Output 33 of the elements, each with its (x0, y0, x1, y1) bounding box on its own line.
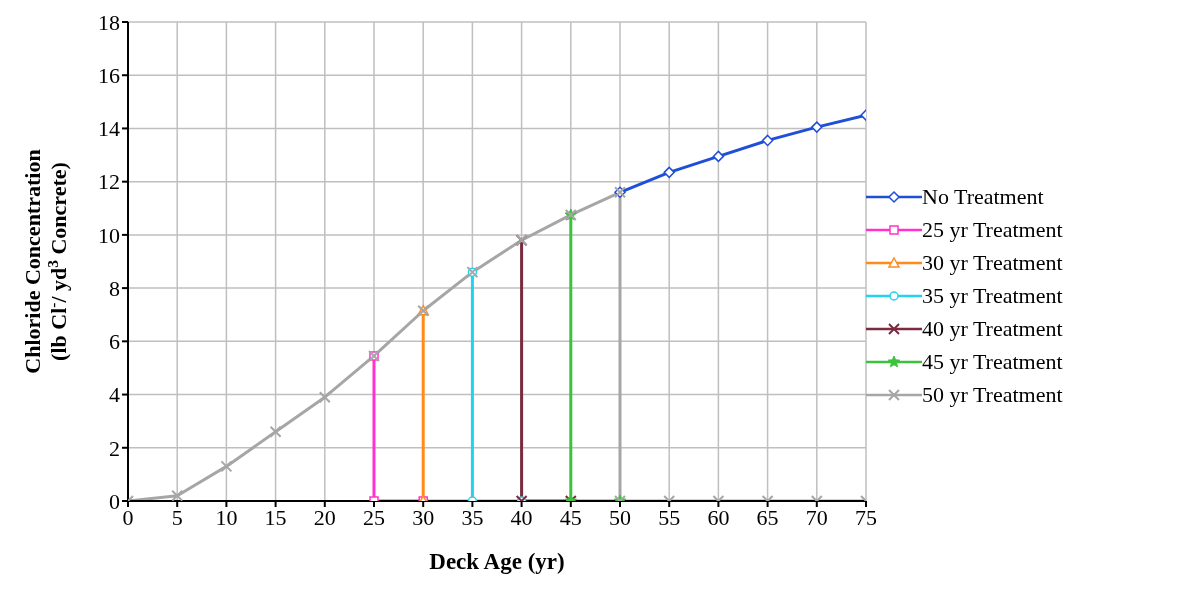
y-tick-label: 10 (98, 222, 120, 248)
legend-label: 50 yr Treatment (922, 381, 1063, 408)
y-tick-label: 2 (109, 435, 120, 461)
y-tick-label: 16 (98, 63, 120, 89)
x-tick-label: 45 (559, 504, 582, 530)
legend-label: 45 yr Treatment (922, 348, 1063, 375)
legend-label: No Treatment (922, 183, 1044, 210)
x-tick-label: 5 (171, 504, 183, 530)
y-tick-label: 6 (109, 329, 120, 355)
legend-label: 35 yr Treatment (922, 282, 1063, 309)
x-tick-label: 65 (756, 504, 779, 530)
y-tick-label: 12 (98, 169, 120, 195)
legend-label: 25 yr Treatment (922, 216, 1063, 243)
x-tick-label: 30 (412, 504, 435, 530)
x-tick-label: 50 (609, 504, 631, 530)
legend-label: 30 yr Treatment (922, 249, 1063, 276)
x-tick-label: 75 (855, 504, 877, 530)
x-tick-label: 25 (363, 504, 385, 530)
y-tick-label: 8 (109, 275, 120, 301)
y-tick-label: 18 (98, 9, 120, 35)
x-tick-label: 60 (707, 504, 730, 530)
x-tick-label: 70 (805, 504, 828, 530)
y-tick-label: 4 (109, 382, 120, 408)
x-tick-label: 20 (313, 504, 336, 530)
x-tick-label: 10 (215, 504, 238, 530)
x-tick-label: 35 (461, 504, 484, 530)
y-tick-label: 14 (98, 116, 120, 142)
x-tick-label: 15 (264, 504, 287, 530)
legend-label: 40 yr Treatment (922, 315, 1063, 342)
x-tick-label: 40 (510, 504, 533, 530)
x-axis-title: Deck Age (yr) (429, 549, 565, 574)
y-tick-label: 0 (109, 488, 120, 514)
x-tick-label: 55 (658, 504, 681, 530)
